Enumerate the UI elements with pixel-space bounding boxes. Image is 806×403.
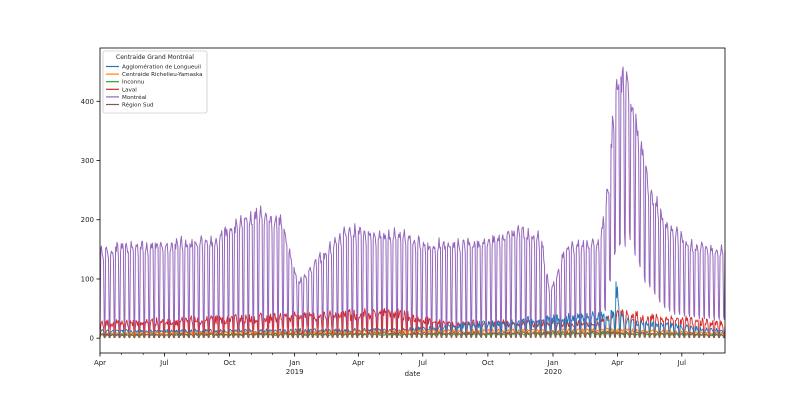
x-tick-label: Jul: [159, 359, 169, 367]
x-tick-label: Jul: [677, 359, 687, 367]
series-line-montr-al: [99, 66, 726, 334]
x-tick-label: Jan: [547, 359, 559, 367]
x-tick-year-label: 2020: [544, 368, 562, 376]
x-tick-label: Oct: [482, 359, 494, 367]
legend-label: Montréal: [122, 94, 147, 101]
series-layer: [99, 66, 726, 339]
x-tick-label: Apr: [352, 359, 364, 367]
x-tick-label: Apr: [611, 359, 623, 367]
legend-label: Inconnu: [122, 80, 145, 86]
plot-frame: [99, 47, 726, 354]
legend-label: Agglomération de Longueuil: [122, 64, 201, 71]
legend-label: Centraide Richelieu-Yamaska: [122, 72, 203, 78]
legend: Centraide Grand Montréal Agglomération de…: [102, 50, 208, 114]
x-tick-label: Jul: [418, 359, 428, 367]
x-tick-label: Oct: [223, 359, 235, 367]
legend-label: Laval: [122, 87, 137, 93]
y-tick-label: 0: [90, 335, 94, 343]
y-tick-label: 300: [81, 157, 94, 165]
series-line-r-gion-sud: [99, 330, 726, 339]
legend-label: Région Sud: [122, 102, 154, 109]
legend-box: [102, 50, 208, 114]
legend-title: Centraide Grand Montréal: [116, 54, 194, 61]
x-tick-label: Jan: [288, 359, 300, 367]
y-tick-label: 100: [81, 275, 94, 283]
y-tick-label: 400: [81, 98, 94, 106]
y-tick-label: 200: [81, 216, 94, 224]
x-tick-label: Apr: [94, 359, 106, 367]
x-axis-label: date: [405, 370, 421, 378]
x-tick-year-label: 2019: [286, 368, 304, 376]
y-axis: 0 100 200 300 400: [81, 98, 100, 343]
